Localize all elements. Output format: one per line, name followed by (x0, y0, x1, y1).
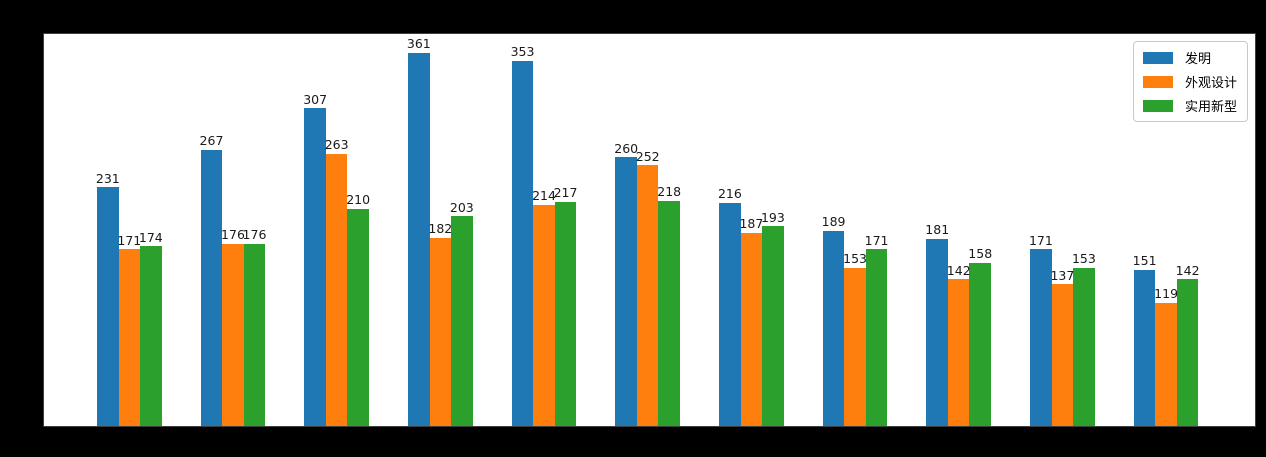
legend-swatch-utility-model (1142, 99, 1173, 112)
bar-value-label: 189 (821, 214, 846, 230)
bar (1155, 302, 1177, 426)
bar-value-label: 176 (221, 227, 245, 243)
bar (325, 153, 348, 426)
bar (304, 108, 326, 426)
bar-value-label: 171 (117, 232, 142, 248)
bar-value-label: 307 (303, 91, 328, 107)
bar-value-label: 252 (635, 148, 660, 164)
bar (118, 249, 141, 426)
legend-entry-invention: 发明 (1142, 48, 1237, 67)
bar-value-label: 203 (449, 199, 474, 215)
bar (200, 149, 223, 426)
bar (222, 243, 244, 426)
bar-value-label: 137 (1050, 267, 1075, 283)
bar-value-label: 182 (428, 221, 453, 237)
bar (636, 165, 659, 426)
bar (97, 187, 119, 426)
bar-value-label: 193 (760, 209, 785, 225)
bar-value-label: 217 (553, 185, 578, 201)
bar (844, 267, 866, 426)
legend-swatch-invention (1142, 51, 1173, 64)
bar-value-label: 267 (199, 133, 224, 149)
bar (658, 200, 680, 426)
bar (533, 204, 555, 426)
bar (554, 201, 577, 426)
bar-value-label: 260 (614, 140, 639, 156)
bar (615, 157, 637, 426)
legend-entry-design: 外观设计 (1142, 72, 1237, 91)
bar (511, 60, 534, 426)
bar-value-label: 210 (346, 192, 371, 208)
bar-value-label: 171 (1028, 232, 1053, 248)
legend-entry-utility-model: 实用新型 (1142, 96, 1237, 115)
bar (347, 208, 369, 426)
bar-value-label: 142 (946, 262, 971, 278)
bar (719, 202, 741, 426)
bar-value-label: 142 (1175, 262, 1200, 278)
legend-swatch-design (1142, 75, 1173, 88)
bar (762, 226, 784, 426)
legend-label-utility-model: 实用新型 (1184, 100, 1237, 115)
plot-area: 231 267 307 361 353 260 216 189 181 171 151 171 176 2… (43, 33, 1256, 427)
bar-value-label: 174 (138, 229, 163, 245)
bar (1176, 279, 1199, 426)
bar (408, 52, 430, 426)
bar (1073, 267, 1095, 426)
legend-label-design: 外观设计 (1184, 76, 1237, 91)
bar (1051, 284, 1074, 426)
bar-value-label: 119 (1154, 286, 1179, 302)
bar-value-label: 216 (717, 186, 742, 202)
bar (1133, 269, 1156, 426)
bar-value-label: 153 (843, 251, 867, 267)
bar (243, 243, 266, 426)
bar (865, 249, 888, 426)
legend-label-invention: 发明 (1184, 52, 1211, 67)
bar (969, 262, 991, 426)
bar (822, 230, 845, 426)
bar-value-label: 361 (406, 36, 431, 52)
bar-value-label: 151 (1132, 253, 1157, 269)
bar-value-label: 218 (657, 184, 682, 200)
bar (451, 216, 473, 426)
bar (140, 246, 162, 426)
bar-value-label: 176 (242, 227, 267, 243)
bar-value-label: 263 (324, 137, 349, 153)
bar (947, 279, 970, 426)
bar-value-label: 171 (864, 232, 889, 248)
bar-value-label: 231 (95, 170, 120, 186)
bar-value-label: 353 (510, 44, 535, 60)
bar-value-label: 214 (532, 188, 556, 204)
bar (1030, 249, 1052, 426)
bar (926, 238, 948, 426)
bar (740, 232, 763, 426)
bar-value-label: 153 (1071, 251, 1096, 267)
bar (429, 237, 452, 426)
bar-value-label: 158 (968, 246, 993, 262)
bar-value-label: 187 (739, 216, 764, 232)
bar-value-label: 181 (925, 222, 950, 238)
legend: 发明 外观设计 实用新型 (1132, 41, 1248, 122)
